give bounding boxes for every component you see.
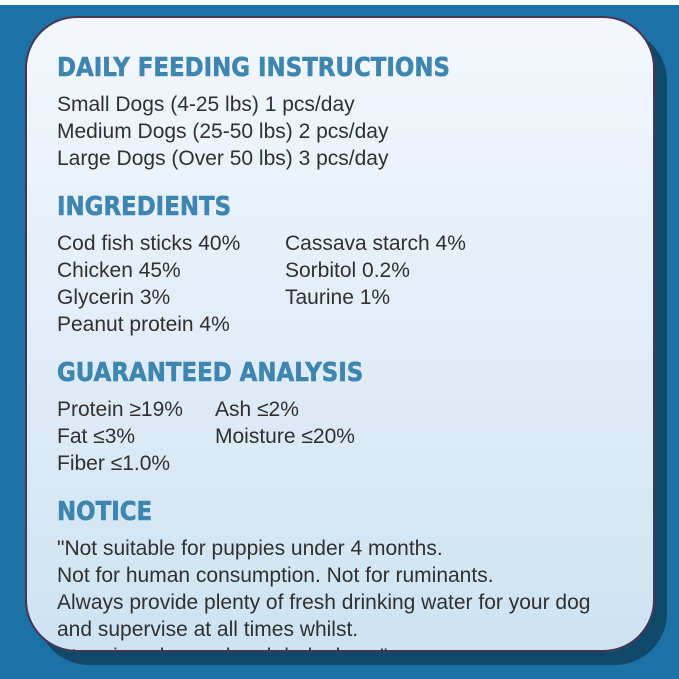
analysis-left-column: Protein ≥19% Fat ≤3% Fiber ≤1.0% (57, 396, 215, 477)
daily-feeding-heading: DAILY FEEDING INSTRUCTIONS (57, 53, 451, 83)
ingredients-heading: INGREDIENTS (57, 192, 232, 222)
ingredient-item: Taurine 1% (285, 286, 391, 309)
notice-line: Always provide plenty of fresh drinking … (57, 591, 591, 614)
analysis-item: Moisture ≤20% (215, 425, 355, 448)
ingredient-item: Cassava starch 4% (285, 232, 466, 255)
top-white-strip (0, 0, 679, 5)
ingredient-item: Chicken 45% (57, 259, 181, 282)
notice-line: and supervise at all times whilst. (57, 618, 359, 641)
analysis-item: Ash ≤2% (215, 398, 299, 421)
analysis-right-column: Ash ≤2% Moisture ≤20% (215, 396, 623, 477)
notice-line: Not for human consumption. Not for rumin… (57, 564, 494, 587)
analysis-item: Protein ≥19% (57, 398, 183, 421)
feeding-line-medium-dogs: Medium Dogs (25-50 lbs) 2 pcs/day (57, 120, 389, 143)
analysis-item: Fat ≤3% (57, 425, 136, 448)
feeding-line-small-dogs: Small Dogs (4-25 lbs) 1 pcs/day (57, 93, 355, 116)
ingredients-columns: Cod fish sticks 40% Chicken 45% Glycerin… (57, 230, 623, 338)
ingredients-left-column: Cod fish sticks 40% Chicken 45% Glycerin… (57, 230, 285, 338)
ingredient-item: Sorbitol 0.2% (285, 259, 410, 282)
section-ingredients: INGREDIENTS Cod fish sticks 40% Chicken … (57, 193, 623, 338)
notice-heading: NOTICE (57, 497, 153, 527)
ingredient-item: Cod fish sticks 40% (57, 232, 241, 255)
ingredient-item: Glycerin 3% (57, 286, 171, 309)
feeding-line-large-dogs: Large Dogs (Over 50 lbs) 3 pcs/day (57, 147, 389, 170)
notice-line: Store in a dry, cool and dark place." (57, 643, 623, 650)
section-notice: NOTICE "Not suitable for puppies under 4… (57, 497, 623, 650)
ingredients-right-column: Cassava starch 4% Sorbitol 0.2% Taurine … (285, 230, 623, 338)
analysis-columns: Protein ≥19% Fat ≤3% Fiber ≤1.0% Ash ≤2%… (57, 396, 623, 477)
analysis-item: Fiber ≤1.0% (57, 452, 171, 475)
section-daily-feeding: DAILY FEEDING INSTRUCTIONS Small Dogs (4… (57, 54, 623, 172)
notice-line: "Not suitable for puppies under 4 months… (57, 537, 443, 560)
section-guaranteed-analysis: GUARANTEED ANALYSIS Protein ≥19% Fat ≤3%… (57, 359, 623, 477)
guaranteed-analysis-heading: GUARANTEED ANALYSIS (57, 358, 364, 388)
ingredient-item: Peanut protein 4% (57, 313, 230, 336)
info-card: DAILY FEEDING INSTRUCTIONS Small Dogs (4… (25, 16, 655, 652)
